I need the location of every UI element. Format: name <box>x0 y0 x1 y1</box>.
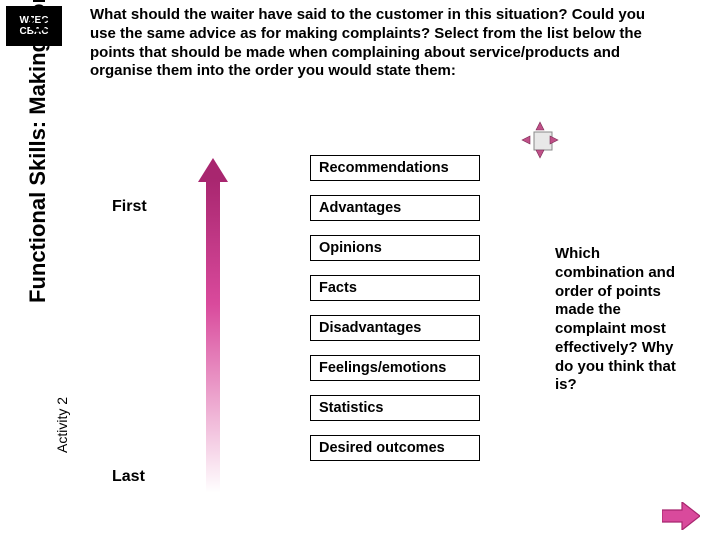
side-question-text: Which combination and order of points ma… <box>555 245 690 395</box>
instructions-text: What should the waiter have said to the … <box>90 6 650 81</box>
next-arrow-button[interactable] <box>662 502 700 530</box>
item-opinions[interactable]: Opinions <box>310 235 480 261</box>
last-label: Last <box>112 468 145 486</box>
move-icon <box>520 120 560 160</box>
item-disadvantages[interactable]: Disadvantages <box>310 315 480 341</box>
item-recommendations[interactable]: Recommendations <box>310 155 480 181</box>
item-statistics[interactable]: Statistics <box>310 395 480 421</box>
arrow-body <box>206 178 220 493</box>
slide-title: Functional Skills: Making Complaints <box>25 0 51 303</box>
item-feelings[interactable]: Feelings/emotions <box>310 355 480 381</box>
priority-arrow <box>198 158 228 493</box>
item-advantages[interactable]: Advantages <box>310 195 480 221</box>
slide-subtitle: Activity 2 <box>54 397 70 453</box>
item-facts[interactable]: Facts <box>310 275 480 301</box>
sortable-items-column: Recommendations Advantages Opinions Fact… <box>310 155 480 475</box>
item-desired-outcomes[interactable]: Desired outcomes <box>310 435 480 461</box>
first-label: First <box>112 198 147 216</box>
